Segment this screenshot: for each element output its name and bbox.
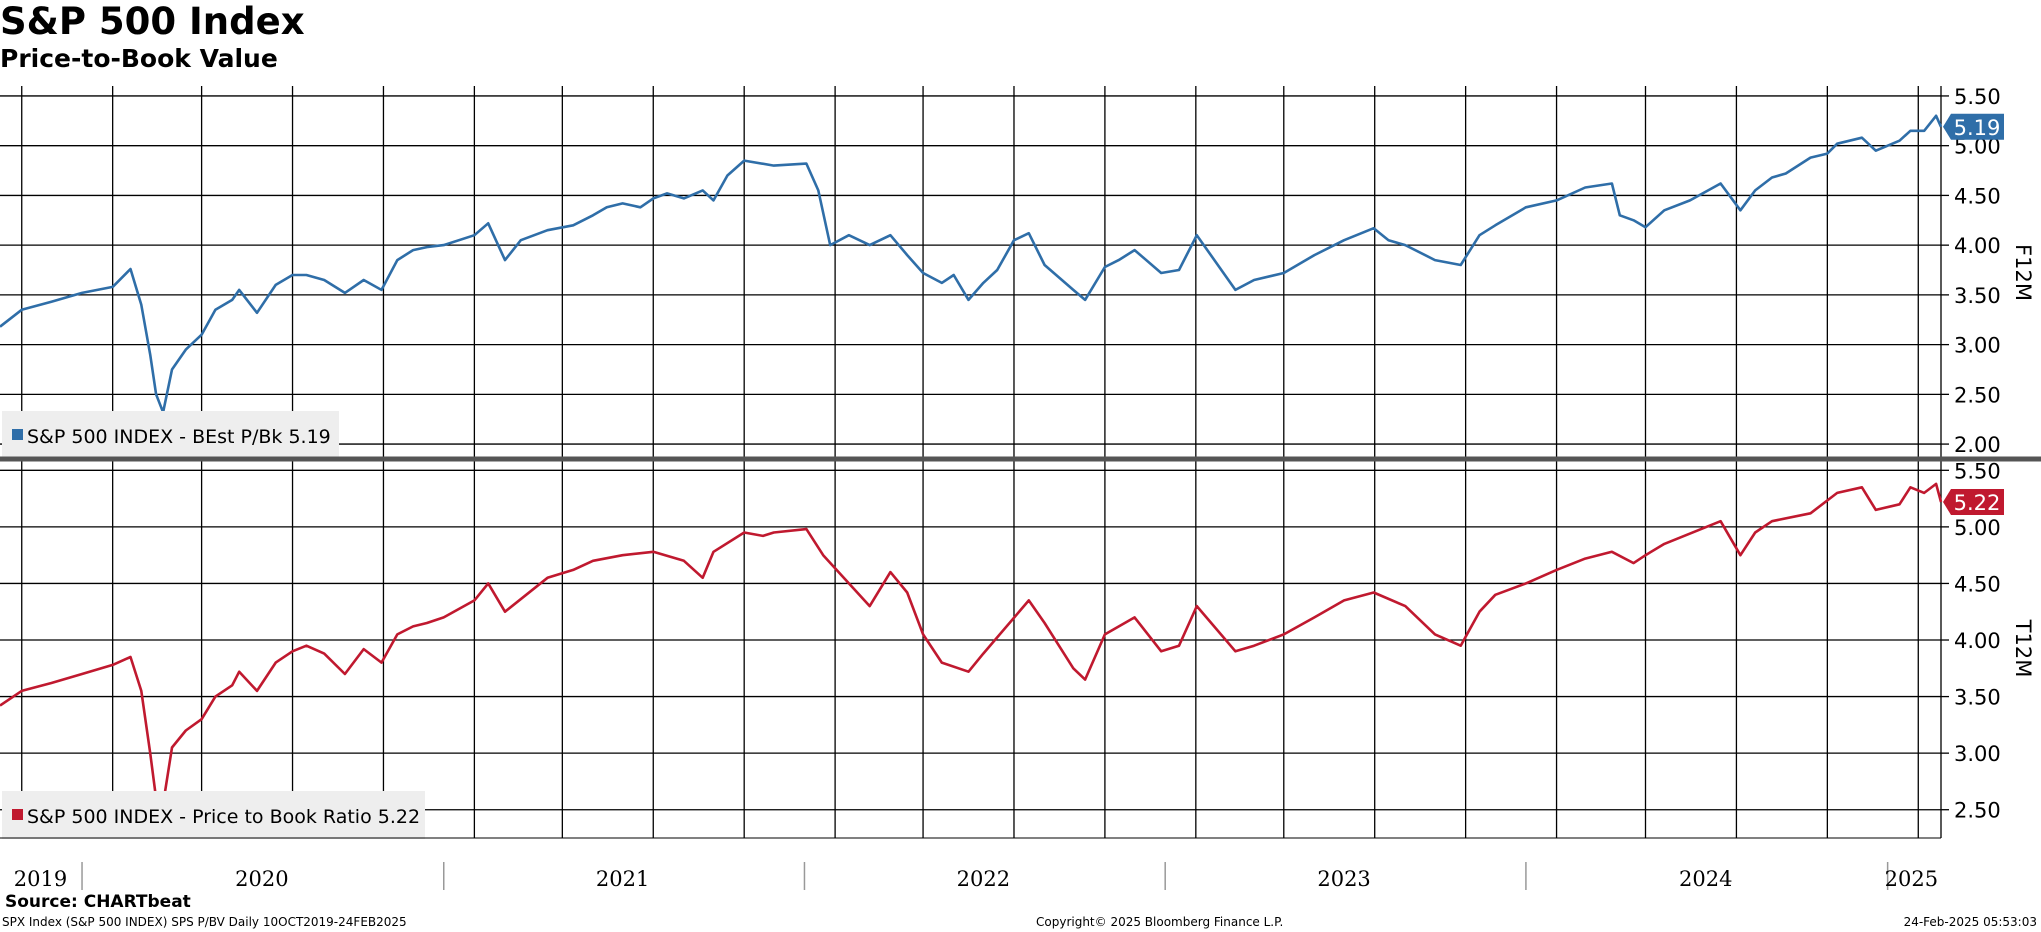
y-tick-label: 4.50 <box>1954 572 2001 596</box>
source-note: Source: CHARTbeat <box>5 892 191 912</box>
x-tick-label: 2022 <box>957 867 1010 891</box>
legend: S&P 500 INDEX - BEst P/Bk 5.19 <box>2 411 339 459</box>
last-value-label: 5.19 <box>1954 116 2001 140</box>
last-value-badge <box>1943 488 2004 515</box>
legend-label: S&P 500 INDEX - BEst P/Bk 5.19 <box>27 426 331 448</box>
axis-title: F12M <box>2011 244 2035 301</box>
legend-background <box>2 791 425 839</box>
series-line <box>0 482 1943 806</box>
y-tick-label: 4.00 <box>1954 234 2001 258</box>
legend-background <box>2 411 339 459</box>
last-value-tag: 5.19 <box>1943 113 2004 140</box>
x-axis: 2019 2020 2021 2022 2023 2024 2025 <box>0 837 1941 891</box>
axis-title: T12M <box>2011 619 2035 678</box>
y-tick-label: 3.00 <box>1954 742 2001 766</box>
y-tick-label: 4.00 <box>1954 629 2001 653</box>
x-tick-label: 2019 <box>14 867 67 891</box>
y-tick-label: 2.50 <box>1954 799 2001 823</box>
timestamp: 24-Feb-2025 05:53:03 <box>1903 915 2037 929</box>
y-tick-label: 4.50 <box>1954 184 2001 208</box>
y-tick-label: 5.00 <box>1954 516 2001 540</box>
x-tick-label: 2020 <box>235 867 288 891</box>
legend: S&P 500 INDEX - Price to Book Ratio 5.22 <box>2 791 425 839</box>
last-value-label: 5.22 <box>1954 491 2001 515</box>
x-tick-label: 2024 <box>1679 867 1732 891</box>
top-panel: 2.002.503.003.504.004.505.005.50F12M5.19… <box>0 85 2035 459</box>
y-tick-label: 2.00 <box>1954 433 2001 457</box>
series-line <box>0 114 1943 414</box>
chart-title: S&P 500 Index <box>0 0 305 43</box>
y-tick-label: 3.50 <box>1954 284 2001 308</box>
y-tick-label: 3.00 <box>1954 334 2001 358</box>
x-tick-label: 2021 <box>596 867 649 891</box>
y-tick-label: 2.50 <box>1954 383 2001 407</box>
legend-label: S&P 500 INDEX - Price to Book Ratio 5.22 <box>27 806 420 828</box>
bottom-panel: 2.50 3.00 3.50 4.00 4.50 5.00 5.50 T12M 5.22 S&P … <box>0 459 2035 839</box>
last-value-badge <box>1943 113 2004 140</box>
y-tick-label: 5.50 <box>1954 85 2001 109</box>
copyright-note: Copyright© 2025 Bloomberg Finance L.P. <box>1036 915 1284 929</box>
y-tick-label: 5.50 <box>1954 459 2001 483</box>
y-tick-label: 3.50 <box>1954 686 2001 710</box>
legend-swatch <box>12 429 23 440</box>
chart-subtitle: Price-to-Book Value <box>0 44 278 73</box>
x-tick-label: 2025 <box>1885 867 1938 891</box>
legend-swatch <box>12 809 23 820</box>
ticker-info: SPX Index (S&P 500 INDEX) SPS P/BV Daily… <box>2 915 407 929</box>
last-value-tag: 5.22 <box>1943 488 2004 515</box>
x-tick-label: 2023 <box>1317 867 1370 891</box>
